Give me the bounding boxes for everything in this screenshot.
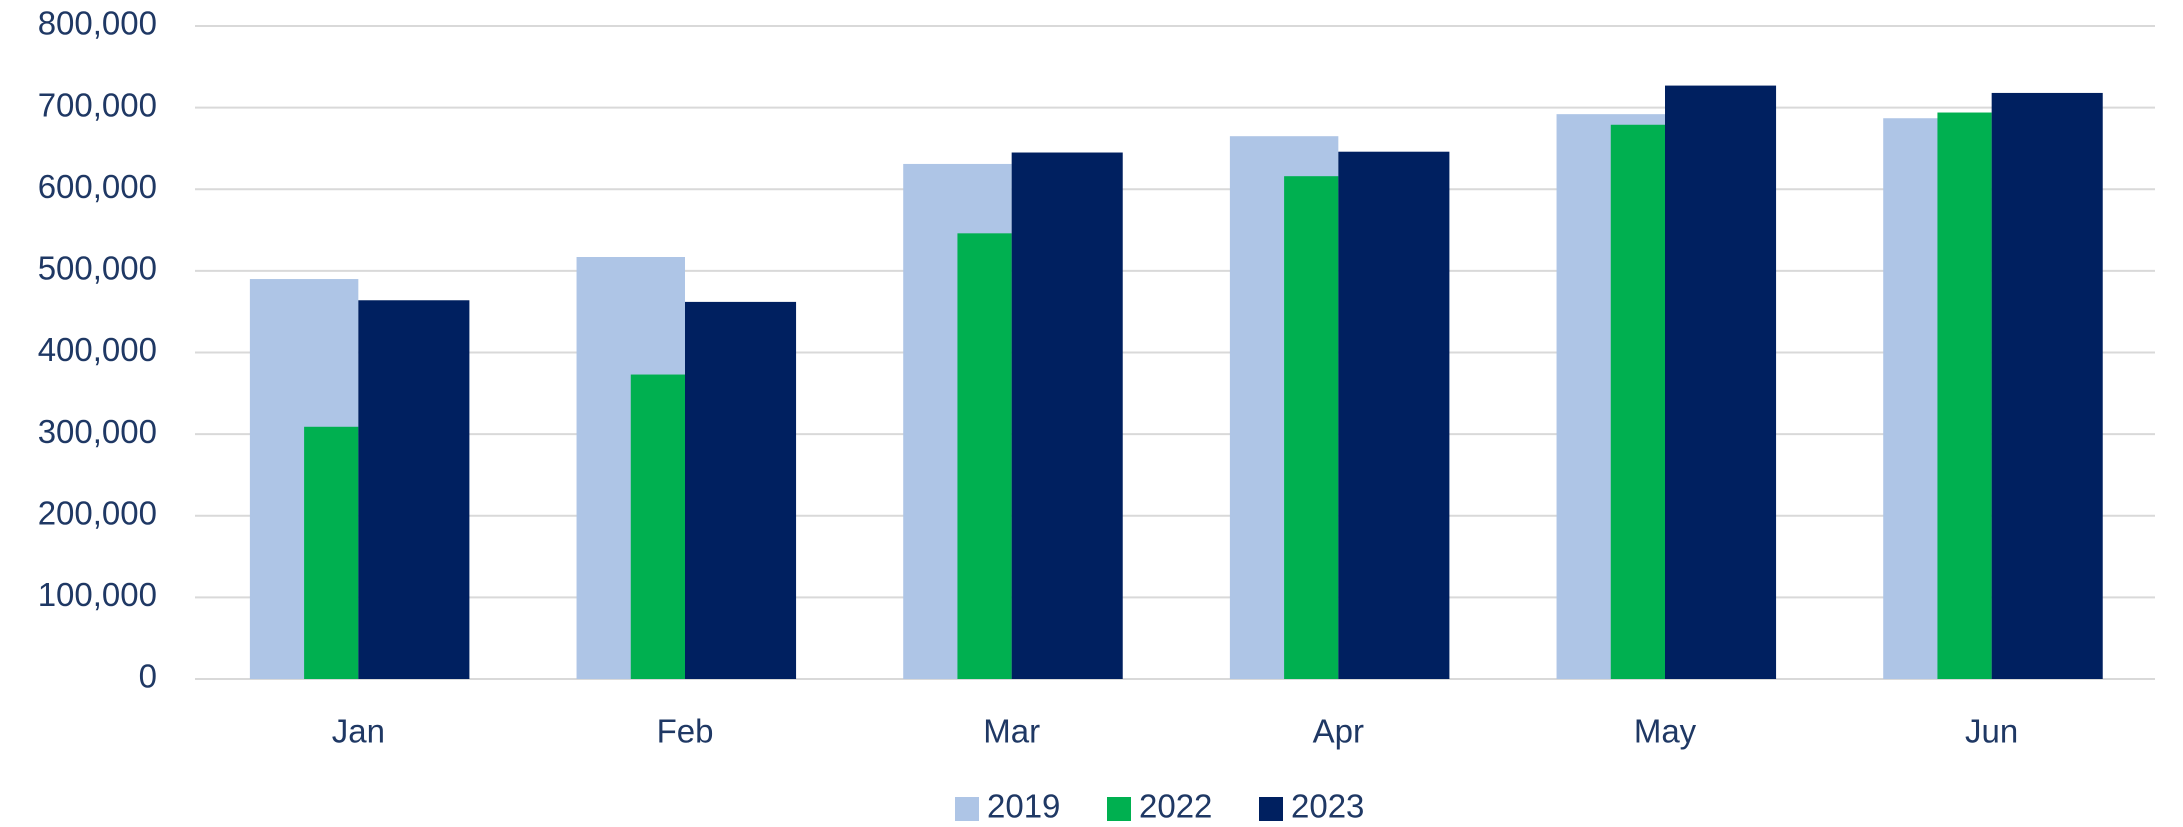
bar [358, 300, 470, 679]
x-tick-label: Feb [657, 713, 714, 750]
x-tick-label: Mar [983, 713, 1040, 750]
bar [1011, 152, 1123, 680]
bar [1284, 176, 1339, 679]
bar [304, 426, 359, 679]
bar [1665, 85, 1777, 680]
y-tick-label: 100,000 [38, 576, 157, 613]
legend-swatch [955, 797, 979, 821]
x-tick-label: Jan [332, 713, 385, 750]
bar [1937, 112, 1992, 679]
x-tick-label: May [1634, 713, 1697, 750]
bar [957, 233, 1012, 679]
legend-swatch [1259, 797, 1283, 821]
x-tick-label: Jun [1965, 713, 2018, 750]
legend-label: 2019 [987, 788, 1060, 825]
y-tick-label: 300,000 [38, 413, 157, 450]
bar [630, 374, 685, 679]
y-tick-label: 0 [139, 658, 157, 695]
y-tick-label: 700,000 [38, 86, 157, 123]
y-tick-label: 400,000 [38, 331, 157, 368]
bar [1991, 92, 2103, 680]
bar [1610, 124, 1665, 680]
legend-label: 2022 [1139, 788, 1212, 825]
x-tick-label: Apr [1313, 713, 1364, 750]
bar [685, 301, 797, 679]
y-tick-label: 200,000 [38, 494, 157, 531]
y-tick-label: 800,000 [38, 5, 157, 42]
bar [1338, 151, 1450, 679]
legend-label: 2023 [1291, 788, 1364, 825]
legend-swatch [1107, 797, 1131, 821]
y-tick-label: 600,000 [38, 168, 157, 205]
y-tick-label: 500,000 [38, 250, 157, 287]
